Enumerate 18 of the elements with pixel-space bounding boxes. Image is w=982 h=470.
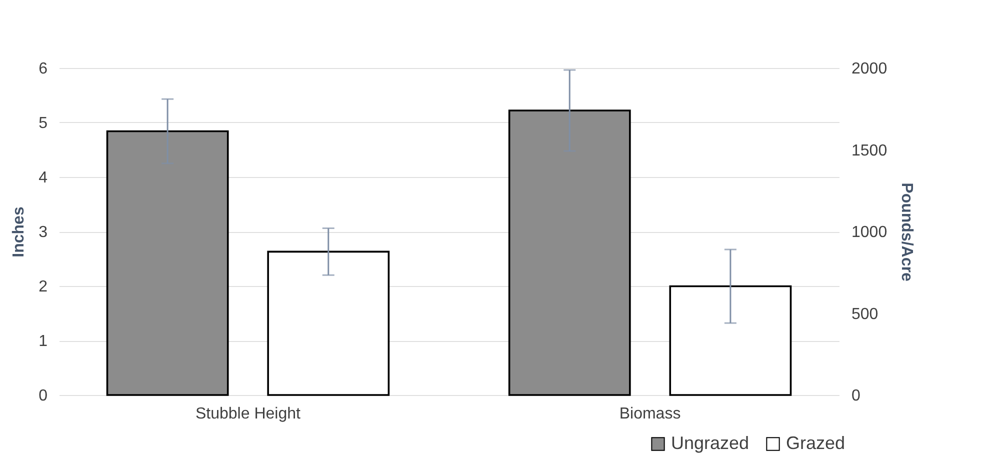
y2-tick-label: 500 bbox=[852, 306, 878, 323]
y2-axis-title: Pounds/Acre bbox=[898, 182, 916, 282]
y-tick-label: 1 bbox=[38, 333, 48, 350]
y-tick-label: 0 bbox=[38, 388, 48, 404]
legend-label: Grazed bbox=[786, 433, 846, 453]
x-tick-label: Biomass bbox=[619, 406, 681, 422]
y2-tick-label: 0 bbox=[852, 388, 860, 404]
y-tick-label: 5 bbox=[38, 115, 48, 132]
y-axis-title: Inches bbox=[10, 206, 28, 258]
y-tick-label: 4 bbox=[38, 170, 48, 186]
y2-tick-label: 1000 bbox=[852, 224, 888, 241]
y-tick-label: 2 bbox=[38, 278, 48, 296]
legend-label: Ungrazed bbox=[671, 433, 750, 453]
y2-tick-label: 1500 bbox=[852, 142, 888, 160]
x-tick-label: Stubble Height bbox=[195, 406, 301, 422]
y-tick-label: 6 bbox=[38, 60, 48, 78]
y2-tick-label: 2000 bbox=[852, 60, 888, 78]
y-tick-label: 3 bbox=[38, 224, 48, 241]
